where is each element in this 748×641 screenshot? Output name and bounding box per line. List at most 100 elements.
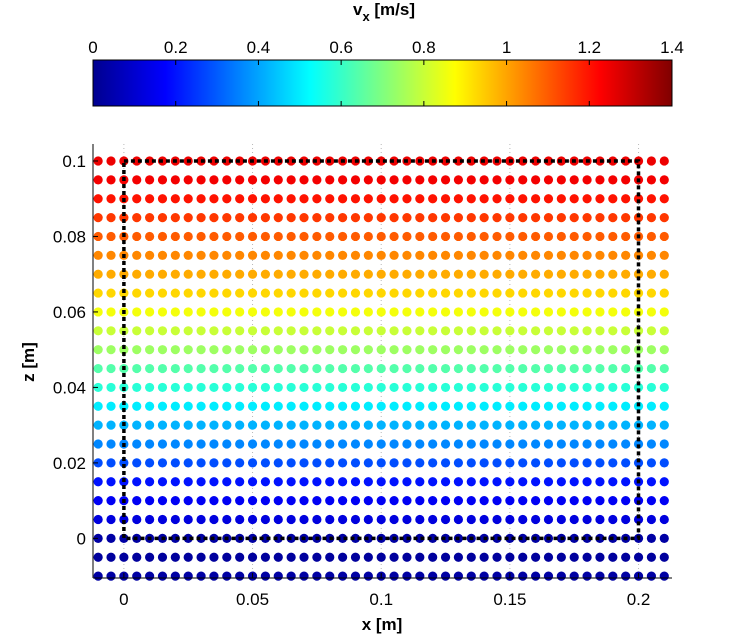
data-point — [505, 250, 515, 260]
data-point — [415, 345, 425, 355]
data-point — [106, 382, 116, 393]
data-point — [338, 477, 348, 487]
data-point — [119, 288, 129, 298]
data-point — [543, 175, 554, 185]
data-point — [260, 307, 271, 317]
data-point — [260, 533, 271, 543]
data-point — [170, 345, 180, 355]
data-point — [543, 269, 554, 279]
data-point — [621, 288, 631, 298]
data-point — [325, 477, 335, 487]
data-point — [492, 231, 502, 242]
data-point — [209, 477, 219, 487]
data-point — [376, 345, 386, 355]
data-point — [518, 439, 528, 449]
data-point — [582, 269, 592, 279]
data-point — [235, 307, 245, 317]
data-point — [659, 307, 669, 317]
data-point — [260, 288, 271, 298]
data-point — [235, 212, 245, 223]
data-point — [312, 194, 322, 204]
data-point — [608, 439, 618, 449]
data-point — [608, 250, 618, 260]
data-point — [415, 382, 425, 393]
data-point — [157, 514, 168, 525]
data-point — [659, 477, 669, 487]
data-point — [157, 326, 168, 336]
data-point — [453, 345, 464, 355]
data-point — [453, 382, 464, 393]
data-point — [196, 552, 206, 562]
data-point — [466, 269, 476, 279]
colorbar-title: vx [m/s] — [353, 0, 415, 24]
data-point — [325, 175, 335, 185]
data-point — [286, 231, 296, 242]
data-point — [145, 401, 155, 411]
data-point — [492, 514, 502, 525]
colorbar-tick-label: 0.2 — [164, 38, 188, 57]
data-point — [543, 231, 554, 242]
data-point — [145, 269, 155, 279]
data-point — [415, 571, 425, 581]
data-point — [518, 250, 528, 260]
data-point — [569, 420, 579, 430]
data-point — [106, 363, 116, 374]
data-point — [479, 194, 489, 204]
data-point — [556, 231, 566, 242]
data-point — [106, 326, 116, 336]
data-point — [209, 212, 219, 223]
data-point — [633, 212, 644, 223]
data-point — [492, 382, 502, 393]
data-point — [389, 514, 399, 525]
data-point — [286, 571, 296, 581]
data-point — [621, 307, 631, 317]
data-point — [376, 156, 386, 166]
data-point — [170, 552, 180, 562]
data-point — [106, 156, 116, 166]
data-point — [569, 194, 579, 204]
data-point — [145, 382, 155, 393]
data-point — [363, 382, 373, 393]
data-point — [325, 401, 335, 411]
data-point — [183, 439, 193, 449]
data-point — [659, 420, 669, 430]
data-point — [273, 363, 283, 374]
data-point — [646, 363, 657, 374]
data-point — [286, 496, 296, 506]
data-point — [569, 363, 579, 374]
data-point — [556, 307, 566, 317]
data-point — [325, 382, 335, 393]
data-point — [453, 552, 464, 562]
data-point — [106, 439, 116, 449]
data-point — [569, 458, 579, 468]
data-point — [582, 439, 592, 449]
data-point — [415, 326, 425, 336]
data-point — [479, 212, 489, 223]
data-point — [260, 326, 271, 336]
data-point — [222, 514, 232, 525]
data-point — [518, 363, 528, 374]
x-tick-label: 0.1 — [369, 590, 393, 609]
data-point — [170, 250, 180, 260]
data-point — [93, 496, 103, 506]
data-point — [170, 571, 180, 581]
data-point — [145, 326, 155, 336]
data-point — [325, 288, 335, 298]
data-point — [209, 345, 219, 355]
data-point — [466, 194, 476, 204]
data-point — [505, 401, 515, 411]
data-point — [556, 552, 566, 562]
data-point — [363, 496, 373, 506]
data-point — [235, 458, 245, 468]
data-point — [247, 269, 258, 279]
data-point — [145, 439, 155, 449]
data-point — [402, 288, 412, 298]
data-point — [492, 477, 502, 487]
data-point — [209, 420, 219, 430]
data-point — [415, 363, 425, 374]
data-point — [376, 288, 386, 298]
data-point — [196, 514, 206, 525]
data-point — [543, 363, 554, 374]
data-point — [633, 250, 644, 260]
data-point — [145, 175, 155, 185]
